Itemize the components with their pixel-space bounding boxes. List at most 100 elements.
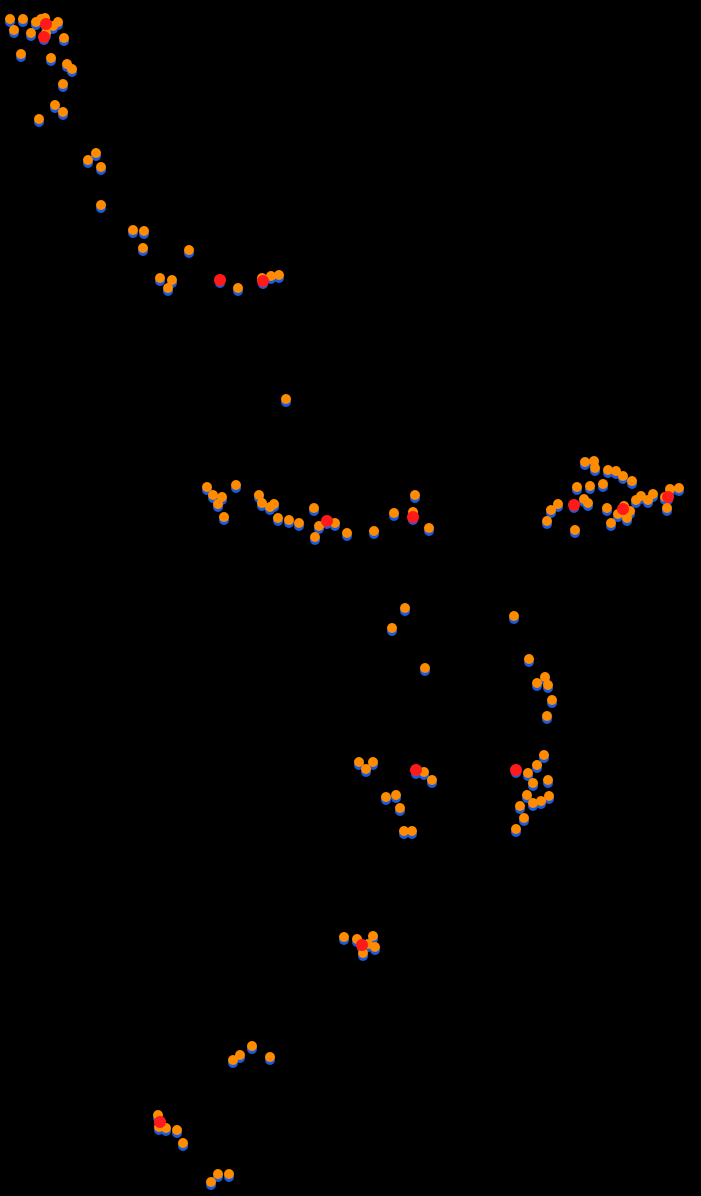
data-point <box>247 1041 257 1051</box>
data-point <box>572 482 582 492</box>
data-point <box>583 498 593 508</box>
data-point <box>368 931 378 941</box>
data-point <box>34 114 44 124</box>
data-point <box>217 492 227 502</box>
data-point <box>510 764 522 776</box>
data-point <box>58 107 68 117</box>
data-point <box>274 270 284 280</box>
data-point <box>273 513 283 523</box>
data-point <box>590 463 600 473</box>
data-point <box>67 64 77 74</box>
data-point <box>602 503 612 513</box>
data-point <box>511 824 521 834</box>
data-point <box>40 18 52 30</box>
data-point <box>544 791 554 801</box>
data-point <box>91 148 101 158</box>
data-point <box>265 1052 275 1062</box>
data-point <box>528 778 538 788</box>
data-point <box>523 768 533 778</box>
data-point <box>391 790 401 800</box>
data-point <box>542 516 552 526</box>
data-point <box>206 1177 216 1187</box>
data-point <box>321 515 333 527</box>
data-point <box>410 490 420 500</box>
data-point <box>96 162 106 172</box>
data-point <box>294 518 304 528</box>
data-point <box>543 680 553 690</box>
data-point <box>606 518 616 528</box>
data-point <box>368 757 378 767</box>
data-point <box>269 499 279 509</box>
data-point <box>570 525 580 535</box>
data-point <box>310 532 320 542</box>
data-point <box>224 1169 234 1179</box>
data-point <box>627 476 637 486</box>
data-point <box>5 14 15 24</box>
data-point <box>172 1125 182 1135</box>
data-point <box>424 523 434 533</box>
data-point <box>219 512 229 522</box>
scatter-plot <box>0 0 701 1196</box>
data-point <box>281 394 291 404</box>
data-point <box>585 481 595 491</box>
data-point <box>178 1138 188 1148</box>
data-point <box>400 603 410 613</box>
data-point <box>38 31 50 43</box>
data-point <box>568 499 580 511</box>
data-point <box>387 623 397 633</box>
data-point <box>617 503 629 515</box>
data-point <box>231 480 241 490</box>
data-point <box>59 33 69 43</box>
data-point <box>553 499 563 509</box>
data-point <box>598 479 608 489</box>
data-point <box>674 483 684 493</box>
data-point <box>155 273 165 283</box>
data-point <box>235 1050 245 1060</box>
data-point <box>213 1169 223 1179</box>
data-point <box>662 503 672 513</box>
data-point <box>184 245 194 255</box>
data-point <box>46 53 56 63</box>
data-point <box>420 663 430 673</box>
data-point <box>214 274 226 286</box>
data-point <box>395 803 405 813</box>
data-point <box>154 1116 166 1128</box>
data-point <box>410 764 422 776</box>
data-point <box>257 275 269 287</box>
data-point <box>532 760 542 770</box>
data-point <box>407 826 417 836</box>
data-point <box>342 528 352 538</box>
data-point <box>539 750 549 760</box>
data-point <box>381 792 391 802</box>
data-point <box>339 932 349 942</box>
data-point <box>233 283 243 293</box>
data-point <box>543 775 553 785</box>
data-point <box>547 695 557 705</box>
data-point <box>26 28 36 38</box>
data-point <box>648 489 658 499</box>
data-point <box>407 511 419 523</box>
data-point <box>139 226 149 236</box>
data-point <box>309 503 319 513</box>
data-point <box>524 654 534 664</box>
data-point <box>519 813 529 823</box>
data-point <box>18 14 28 24</box>
data-point <box>9 25 19 35</box>
data-point <box>356 939 368 951</box>
data-point <box>515 801 525 811</box>
data-point <box>53 17 63 27</box>
data-point <box>369 526 379 536</box>
data-point <box>16 49 26 59</box>
data-point <box>96 200 106 210</box>
data-point <box>138 243 148 253</box>
data-point <box>662 491 674 503</box>
data-point <box>427 775 437 785</box>
data-point <box>542 711 552 721</box>
data-point <box>509 611 519 621</box>
data-point <box>284 515 294 525</box>
data-point <box>163 283 173 293</box>
data-point <box>58 79 68 89</box>
data-point <box>128 225 138 235</box>
data-point <box>370 942 380 952</box>
data-point <box>389 508 399 518</box>
